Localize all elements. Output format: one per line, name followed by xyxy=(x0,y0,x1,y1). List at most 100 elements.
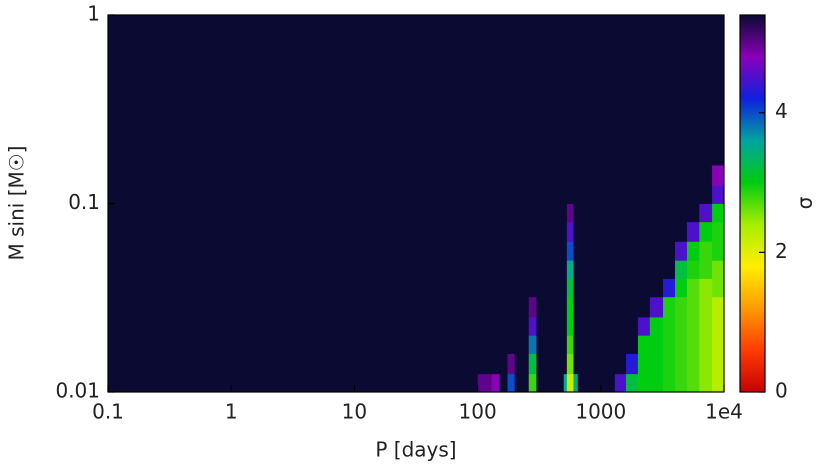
heatmap-cell xyxy=(528,185,537,204)
heatmap-cell xyxy=(491,353,500,375)
heatmap-cell xyxy=(563,241,568,261)
heatmap-cell xyxy=(674,296,688,318)
heatmap-cell xyxy=(354,335,478,354)
heatmap-cell xyxy=(566,185,574,204)
heatmap-cell xyxy=(712,15,725,166)
heatmap-cell xyxy=(477,353,493,375)
heatmap-cell xyxy=(499,353,508,375)
heatmap-cell xyxy=(600,278,616,298)
heatmap-cell xyxy=(491,241,500,261)
heatmap-cell xyxy=(514,241,530,261)
heatmap-cell xyxy=(231,373,355,393)
y-axis-label: M sini [M☉] xyxy=(5,146,29,261)
heatmap-cell xyxy=(563,335,568,354)
heatmap-cell xyxy=(507,373,516,393)
heatmap-cell xyxy=(637,373,651,393)
x-tick-label: 1000 xyxy=(575,400,626,424)
colorbar-tick-label: 2 xyxy=(775,239,788,263)
heatmap-cell xyxy=(514,353,530,375)
heatmap-cell xyxy=(600,185,616,204)
heatmap-cell xyxy=(528,353,537,375)
heatmap-cell xyxy=(536,353,565,375)
heatmap-cell xyxy=(712,260,725,279)
heatmap-cell xyxy=(528,203,537,223)
heatmap-cell xyxy=(477,316,493,336)
heatmap-cell xyxy=(536,335,565,354)
x-tick-label: 100 xyxy=(459,400,497,424)
heatmap-cell xyxy=(354,221,478,242)
heatmap-cell xyxy=(231,278,355,298)
heatmap-cell xyxy=(573,203,579,223)
heatmap-cell xyxy=(566,203,574,223)
heatmap-cell xyxy=(686,165,700,186)
heatmap-cell xyxy=(528,221,537,242)
heatmap-cell xyxy=(477,335,493,354)
heatmap-cell xyxy=(637,260,651,279)
heatmap-cell xyxy=(686,203,700,223)
heatmap-cell xyxy=(637,335,651,354)
heatmap-cell xyxy=(566,353,574,375)
heatmap-cell xyxy=(566,278,574,298)
heatmap-cell xyxy=(231,15,355,166)
heatmap-cell xyxy=(566,335,574,354)
heatmap-cell xyxy=(712,296,725,318)
x-tick-label: 10 xyxy=(342,400,367,424)
heatmap-cell xyxy=(625,15,639,166)
heatmap-cell xyxy=(354,296,478,318)
heatmap-cell xyxy=(514,373,530,393)
heatmap-cell xyxy=(566,260,574,279)
heatmap-cell xyxy=(514,278,530,298)
heatmap-cell xyxy=(686,373,700,393)
heatmap-cell xyxy=(699,185,713,204)
heatmap-cell xyxy=(674,203,688,223)
heatmap-cell xyxy=(528,335,537,354)
heatmap-cell xyxy=(491,221,500,242)
heatmap-cell xyxy=(108,221,232,242)
heatmap-cell xyxy=(699,335,713,354)
heatmap-cell xyxy=(686,278,700,298)
heatmap-cell xyxy=(712,335,725,354)
heatmap-cell xyxy=(625,241,639,261)
heatmap-cell xyxy=(507,296,516,318)
heatmap-cell xyxy=(625,203,639,223)
heatmap-cell xyxy=(686,221,700,242)
heatmap-cell xyxy=(491,15,500,166)
heatmap-cell xyxy=(649,335,664,354)
heatmap-cell xyxy=(231,165,355,186)
heatmap-cell xyxy=(507,185,516,204)
heatmap-cell xyxy=(686,241,700,261)
heatmap-cell xyxy=(563,296,568,318)
heatmap-cell xyxy=(699,278,713,298)
heatmap-cell xyxy=(699,241,713,261)
heatmap-cell xyxy=(566,15,574,166)
heatmap-cell xyxy=(663,185,676,204)
heatmap-cell xyxy=(563,185,568,204)
heatmap-cell xyxy=(573,260,579,279)
heatmap-cell xyxy=(649,278,664,298)
heatmap-cell xyxy=(563,15,568,166)
heatmap-cell xyxy=(649,316,664,336)
heatmap-cell xyxy=(637,185,651,204)
heatmap-cell xyxy=(674,316,688,336)
heatmap-cell xyxy=(686,316,700,336)
heatmap-cell xyxy=(712,373,725,393)
heatmap-cell xyxy=(477,278,493,298)
heatmap-cell xyxy=(625,185,639,204)
heatmap-cell xyxy=(614,278,627,298)
heatmap-cell xyxy=(699,221,713,242)
heatmap-cell xyxy=(477,221,493,242)
heatmap-cell xyxy=(536,260,565,279)
heatmap-cell xyxy=(491,296,500,318)
heatmap-cell xyxy=(108,165,232,186)
heatmap-cell xyxy=(108,373,232,393)
heatmap-cell xyxy=(477,260,493,279)
heatmap-cell xyxy=(573,278,579,298)
heatmap-cell xyxy=(507,316,516,336)
heatmap-cell xyxy=(614,15,627,166)
heatmap-cell xyxy=(108,353,232,375)
heatmap-cell xyxy=(491,260,500,279)
x-tick-label: 1e4 xyxy=(705,400,743,424)
heatmap-cell xyxy=(499,278,508,298)
heatmap-cell xyxy=(514,335,530,354)
heatmap-cell xyxy=(712,185,725,204)
